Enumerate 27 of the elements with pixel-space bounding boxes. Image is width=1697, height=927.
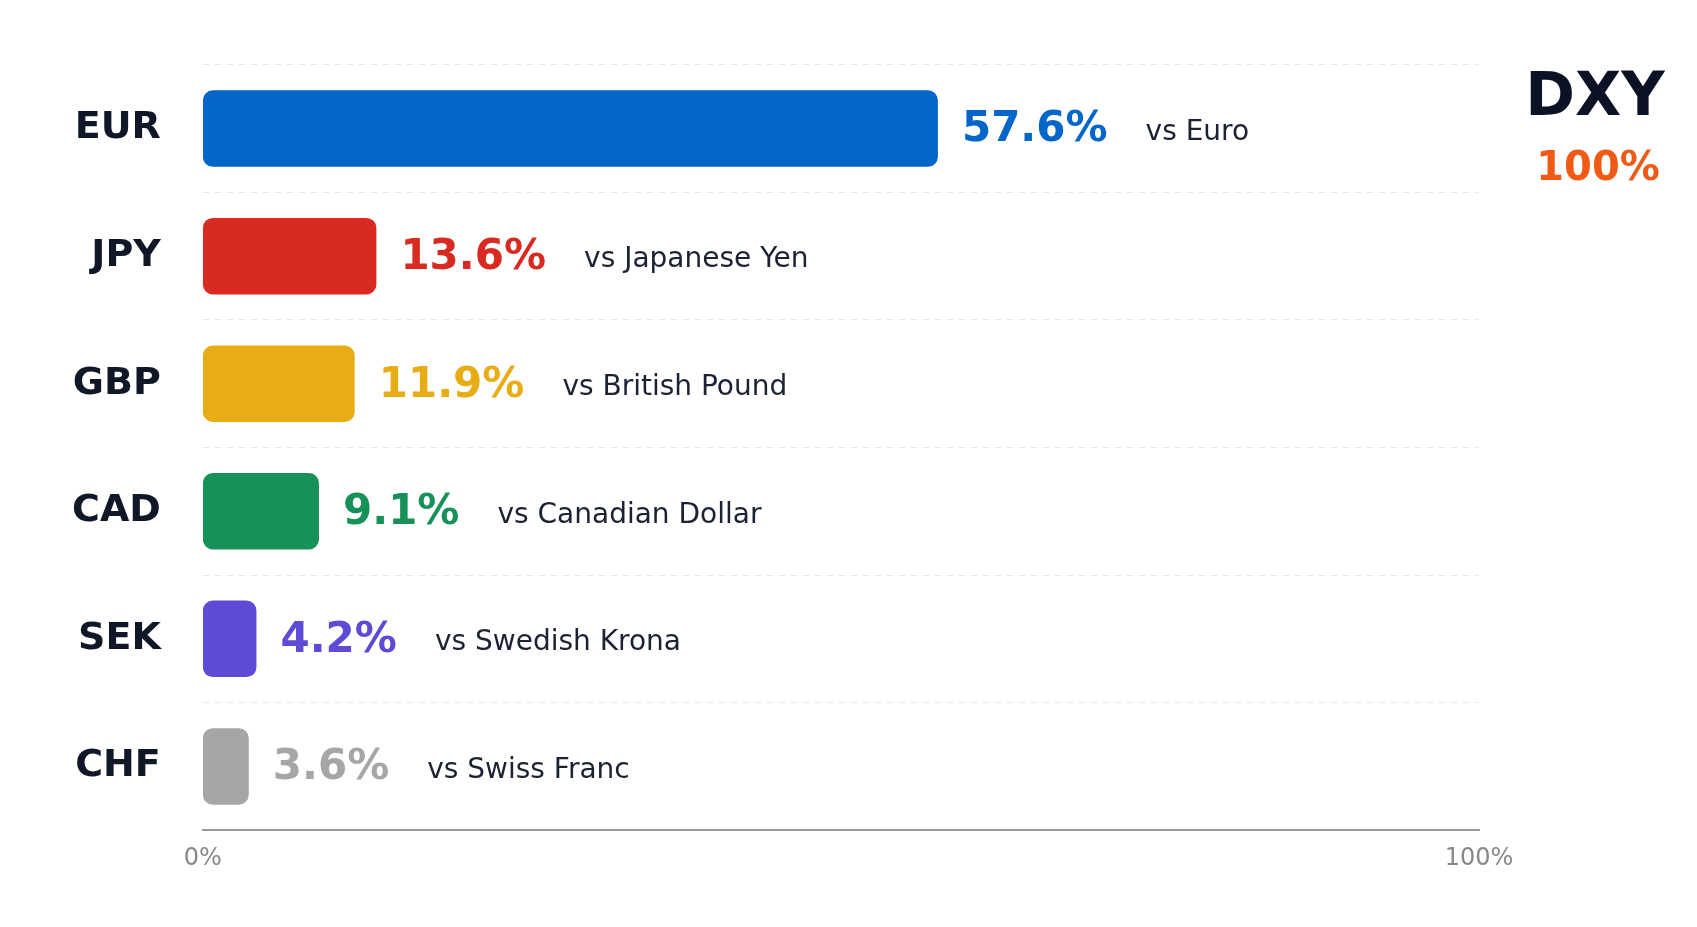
annotation: vs Swedish Krona — [434, 624, 681, 658]
y-tick-label: EUR — [74, 103, 161, 148]
y-tick-label: GBP — [72, 358, 161, 403]
y-tick-label: CAD — [72, 486, 161, 531]
data-label: 11.9% — [378, 357, 525, 407]
bar — [202, 90, 938, 167]
annotation: vs Swiss Franc — [427, 751, 630, 785]
y-tick-label: SEK — [78, 613, 163, 658]
data-label: 9.1% — [342, 485, 460, 535]
bar — [202, 345, 355, 422]
text: 100% — [1536, 143, 1660, 189]
data-label: 3.6% — [272, 740, 390, 790]
annotation: vs Canadian Dollar — [497, 496, 762, 530]
bar — [202, 728, 249, 805]
bar — [202, 600, 257, 678]
annotation: vs British Pound — [562, 369, 788, 402]
chart-title: DXY — [1525, 59, 1667, 129]
y-tick-label: CHF — [75, 741, 161, 786]
x-tick-label: 0% — [183, 842, 222, 871]
annotation: vs Euro — [1145, 113, 1250, 147]
bar — [202, 217, 377, 295]
data-label: 57.6% — [961, 102, 1108, 152]
data-label: 13.6% — [400, 230, 547, 280]
annotation: vs Japanese Yen — [584, 241, 809, 275]
data-label: 4.2% — [280, 612, 397, 662]
bar — [202, 473, 319, 550]
y-tick-label: JPY — [88, 231, 162, 276]
